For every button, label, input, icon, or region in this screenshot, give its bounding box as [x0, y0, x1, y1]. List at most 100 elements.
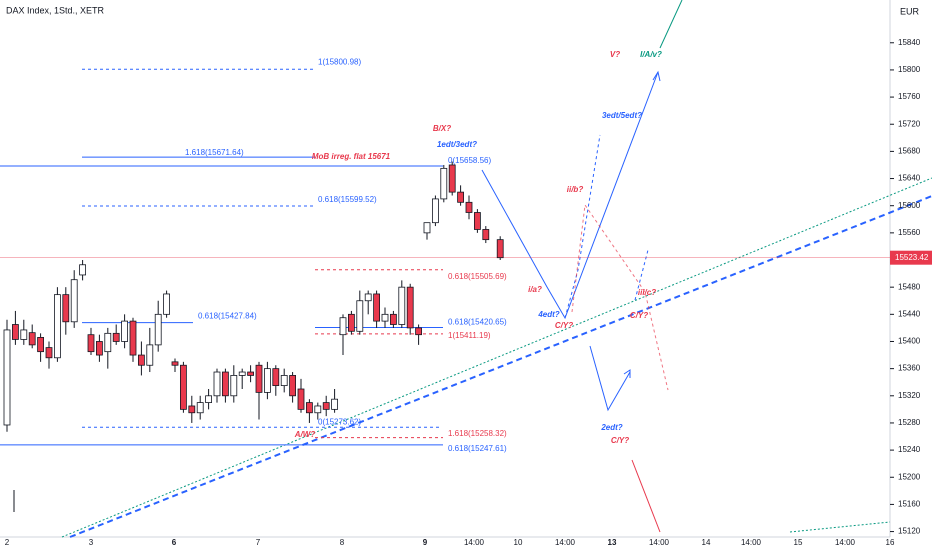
candle-body [129, 320, 137, 356]
y-tick-label: 15440 [898, 309, 921, 318]
projection-line [631, 459, 661, 533]
wave-annotation: 2edt? [600, 423, 622, 432]
x-tick-label: 8 [340, 538, 345, 547]
y-tick-label: 15480 [898, 282, 921, 291]
candle-body [11, 324, 19, 340]
candle-body [263, 368, 271, 393]
x-tick-label: 14:00 [741, 538, 762, 547]
candle-body [398, 286, 406, 325]
candle-body [104, 332, 112, 353]
fib-label: 0.618(15505.69) [448, 272, 507, 281]
wave-annotation: iii/c? [638, 288, 656, 297]
y-tick-label: 15240 [898, 445, 921, 454]
candle-body [3, 329, 11, 426]
y-tick-label: 15400 [898, 337, 921, 346]
arrow-head [623, 369, 631, 378]
candle-body [347, 313, 355, 332]
projection-dashed [564, 134, 601, 319]
projection-line [659, 0, 683, 49]
candles [3, 161, 504, 432]
x-tick-label: 14:00 [555, 538, 576, 547]
candle-body [381, 313, 389, 322]
x-tick-label: 7 [256, 538, 261, 547]
x-tick-label: 3 [89, 538, 94, 547]
symbol-title: DAX Index, 1Std., XETR [6, 5, 105, 15]
fib-label: 0.618(15427.84) [198, 312, 257, 321]
candle-body [322, 402, 330, 410]
y-tick-label: 15720 [898, 119, 921, 128]
drawings [13, 0, 932, 538]
x-tick-label: 14:00 [835, 538, 856, 547]
y-tick-label: 15600 [898, 201, 921, 210]
y-tick-label: 15280 [898, 418, 921, 427]
candle-body [205, 395, 213, 403]
fib-label: 0(15658.56) [448, 156, 491, 165]
x-tick-label: 14:00 [464, 538, 485, 547]
y-tick-label: 15320 [898, 391, 921, 400]
fib-label: 0(15273.62) [318, 417, 361, 426]
y-tick-label: 15840 [898, 38, 921, 47]
y-tick-label: 15200 [898, 472, 921, 481]
projection-path [481, 71, 659, 320]
y-tick-label: 15120 [898, 527, 921, 536]
candle-body [154, 313, 162, 346]
candle-body [62, 294, 70, 323]
candle-body [163, 293, 171, 315]
x-tick-label: 9 [423, 538, 428, 547]
candle-body [272, 368, 280, 387]
wave-annotation: C/Y? [611, 436, 629, 445]
candle-body [297, 388, 305, 410]
candle-body [179, 364, 187, 410]
candle-body [389, 313, 397, 325]
candle-body [431, 198, 439, 224]
fib-label: 0.618(15420.65) [448, 318, 507, 327]
wave-annotation: C/Y? [630, 311, 648, 320]
wave-annotation: C/Y? [555, 321, 573, 330]
candle-body [45, 347, 53, 359]
wave-annotation: I/A/v? [640, 50, 662, 59]
candle-body [331, 398, 339, 410]
y-tick-label: 15560 [898, 228, 921, 237]
candle-body [448, 164, 456, 193]
y-tick-label: 15640 [898, 174, 921, 183]
candle-body [482, 229, 490, 241]
fib-label: 1(15800.98) [318, 57, 361, 66]
y-tick-label: 15160 [898, 500, 921, 509]
currency-label: EUR [900, 6, 920, 16]
candle-body [406, 286, 414, 329]
candle-body [440, 167, 448, 200]
trend-line [69, 195, 932, 538]
candle-body [339, 317, 347, 336]
candle-body [373, 293, 381, 322]
candle-body [213, 371, 221, 397]
candle-body [280, 375, 288, 387]
candle-body [230, 375, 238, 397]
y-tick-label: 15760 [898, 92, 921, 101]
fib-label: 1(15411.19) [448, 331, 491, 340]
candle-body [221, 371, 229, 397]
trend-line [61, 177, 932, 538]
candle-body [465, 201, 473, 213]
x-tick-label: 13 [608, 538, 617, 547]
last-price-label: 15523.42 [895, 253, 929, 262]
last-price-box [890, 250, 932, 265]
candle-body [146, 344, 154, 366]
candle-body [314, 405, 322, 414]
wave-annotation: 3edt/5edt? [602, 111, 642, 120]
candle-body [87, 334, 95, 353]
candle-body [70, 279, 78, 323]
candle-body [171, 361, 179, 366]
candle-body [415, 327, 423, 336]
candle-body [28, 332, 36, 346]
candle-body [457, 191, 465, 203]
wave-annotation: 1edt/3edt? [437, 140, 477, 149]
projection-dashed [634, 249, 649, 301]
candle-body [255, 364, 263, 393]
x-tick-label: 6 [172, 538, 177, 547]
candle-body [54, 294, 61, 359]
wave-annotation: B/X? [433, 124, 451, 133]
candle-body [238, 371, 246, 376]
candle-body [137, 354, 145, 366]
